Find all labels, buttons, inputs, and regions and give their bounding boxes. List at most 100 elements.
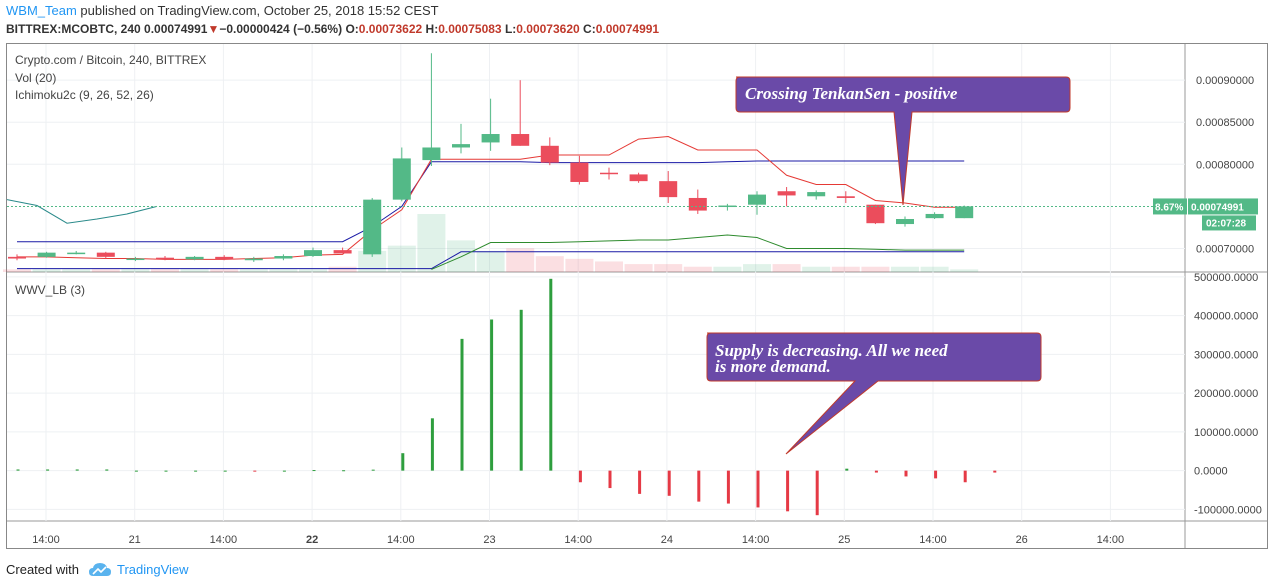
candle-body bbox=[659, 181, 678, 198]
indicator-tick-label: 400000.0000 bbox=[1194, 311, 1258, 323]
candle-body bbox=[688, 197, 707, 211]
close-label: C: bbox=[583, 22, 596, 36]
candle-body bbox=[955, 206, 974, 219]
volume-bar bbox=[387, 245, 416, 272]
volume-bar bbox=[831, 266, 860, 272]
senkou-span-a-line bbox=[431, 234, 965, 270]
time-tick-label: 25 bbox=[838, 534, 850, 546]
wwv-bar bbox=[667, 470, 671, 496]
wwv-bar bbox=[164, 470, 168, 472]
wwv-bar bbox=[904, 470, 908, 477]
wwv-bar bbox=[105, 469, 109, 471]
wwv-bar bbox=[46, 469, 50, 471]
wwv-bar bbox=[253, 470, 257, 472]
last-price-badge-text: 0.00074991 bbox=[1191, 202, 1244, 213]
volume-bar bbox=[891, 266, 919, 272]
volume-bar bbox=[683, 266, 712, 272]
wwv-bar bbox=[519, 309, 523, 471]
volume-bar bbox=[210, 269, 239, 272]
candle-body bbox=[540, 145, 559, 163]
ichimoku-legend: Ichimoku2c (9, 26, 52, 26) bbox=[15, 88, 154, 102]
volume-bar bbox=[476, 250, 505, 272]
candle-body bbox=[363, 199, 382, 255]
candle-body bbox=[126, 258, 145, 261]
wwv-bar bbox=[134, 470, 138, 472]
candle-body bbox=[866, 204, 885, 224]
candle-body bbox=[896, 218, 914, 225]
candle-body bbox=[452, 144, 470, 148]
wwv-bar bbox=[490, 319, 494, 471]
time-tick-label: 23 bbox=[483, 534, 495, 546]
volume-bar bbox=[358, 250, 387, 272]
volume-bar bbox=[743, 264, 771, 272]
indicator-tick-label: 200000.0000 bbox=[1194, 388, 1258, 400]
candle-body bbox=[244, 258, 263, 261]
callout-supply-bubble bbox=[706, 332, 1042, 455]
wwv-bar bbox=[75, 469, 79, 471]
price-tick-label: 0.00085000 bbox=[1196, 117, 1254, 129]
candle-body bbox=[600, 172, 618, 175]
candle-body bbox=[836, 196, 855, 198]
callout-supply-line2: is more demand. bbox=[715, 357, 831, 376]
volume-bar bbox=[506, 248, 535, 272]
wwv-bar bbox=[342, 470, 346, 472]
volume-bar bbox=[91, 269, 120, 272]
time-tick-label: 14:00 bbox=[919, 534, 947, 546]
down-arrow-icon: ▼ bbox=[207, 22, 220, 36]
chart-frame[interactable] bbox=[6, 43, 1268, 549]
time-tick-label: 21 bbox=[129, 534, 141, 546]
wwv-bar bbox=[786, 470, 790, 512]
candle-body bbox=[156, 257, 174, 260]
volume-bar bbox=[861, 266, 890, 272]
ohlc-line: BITTREX:MCOBTC, 240 0.00074991▼−0.000004… bbox=[6, 22, 659, 36]
low-label: L: bbox=[504, 22, 517, 36]
callout-tenkan-bubble bbox=[735, 76, 1071, 206]
chart-title-legend: Crypto.com / Bitcoin, 240, BITTREX bbox=[15, 53, 207, 67]
wwv-bar bbox=[194, 470, 198, 472]
volume-bar bbox=[595, 261, 623, 272]
wwv-bar bbox=[993, 470, 997, 473]
footer-created: Created with bbox=[6, 562, 79, 577]
time-tick-label: 24 bbox=[661, 534, 673, 546]
time-tick-label: 26 bbox=[1016, 534, 1028, 546]
wwv-bar bbox=[726, 470, 730, 504]
time-tick-label: 14:00 bbox=[564, 534, 592, 546]
close-value: 0.00074991 bbox=[595, 22, 660, 36]
volume-bar bbox=[62, 269, 91, 272]
last-price-badge bbox=[1188, 198, 1258, 215]
volume-bar bbox=[654, 264, 683, 272]
volume-bar bbox=[565, 258, 594, 272]
wwv-legend: WWV_LB (3) bbox=[15, 283, 86, 297]
wwv-bar bbox=[549, 278, 553, 471]
wwv-bar bbox=[963, 470, 967, 483]
time-tick-label: 14:00 bbox=[1097, 534, 1125, 546]
indicator-tick-label: -100000.0000 bbox=[1194, 504, 1262, 516]
indicator-tick-label: 0.0000 bbox=[1194, 466, 1228, 478]
tradingview-link[interactable]: TradingView bbox=[117, 562, 189, 577]
wwv-bar bbox=[460, 338, 464, 471]
publish-line: WBM_Team published on TradingView.com, O… bbox=[6, 3, 439, 18]
open-value: 0.00073622 bbox=[358, 22, 423, 36]
volume-bar bbox=[239, 269, 268, 272]
kijun-sen-line bbox=[17, 160, 965, 243]
chikou-span-line bbox=[6, 199, 158, 224]
wwv-bar bbox=[401, 453, 405, 471]
candle-body bbox=[96, 252, 115, 257]
candle-body bbox=[274, 256, 293, 259]
candle-body bbox=[37, 252, 56, 257]
price-tick-label: 0.00090000 bbox=[1196, 75, 1254, 87]
symbol: BITTREX:MCOBTC, 240 bbox=[6, 22, 141, 36]
open-label: O: bbox=[345, 22, 359, 36]
time-tick-label: 22 bbox=[306, 534, 318, 546]
volume-bar bbox=[151, 269, 179, 272]
candle-body bbox=[570, 162, 589, 182]
footer: Created with bbox=[6, 562, 79, 577]
volume-bar bbox=[417, 214, 446, 272]
author-link[interactable]: WBM_Team bbox=[6, 3, 77, 18]
wwv-bar bbox=[845, 468, 849, 471]
volume-bar bbox=[180, 269, 209, 272]
candle-body bbox=[511, 134, 530, 146]
candle-body bbox=[8, 256, 26, 259]
time-tick-label: 14:00 bbox=[387, 534, 415, 546]
